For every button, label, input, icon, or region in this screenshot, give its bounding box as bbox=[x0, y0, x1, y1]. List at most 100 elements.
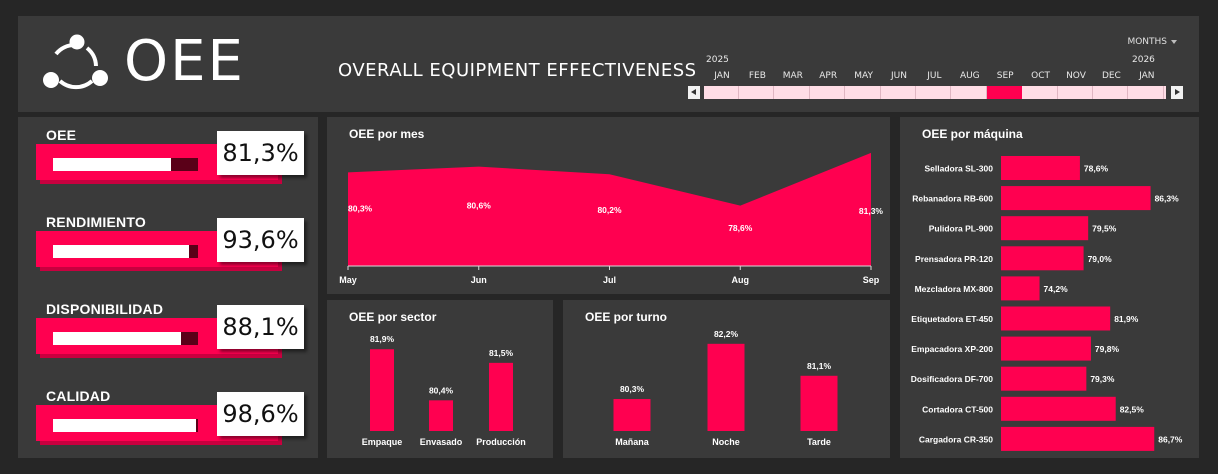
bar bbox=[1001, 366, 1087, 391]
y-tick-label: Mezcladora MX-800 bbox=[915, 284, 994, 294]
timeline-month-cell[interactable] bbox=[987, 86, 1023, 99]
timeline-month-label: SEP bbox=[996, 71, 1014, 81]
timeline-month-label: JUL bbox=[927, 71, 942, 81]
bar bbox=[1001, 336, 1091, 361]
timeline-year-start: 2025 bbox=[706, 55, 729, 65]
y-tick-label: Selladora SL-300 bbox=[924, 164, 993, 174]
chart-title: OEE por máquina bbox=[922, 127, 1023, 141]
timeline-month-cell[interactable] bbox=[1129, 86, 1164, 99]
oee-by-shift-chart: OEE por turno 80,3% Mañana 82,2% Noche 81,1%… bbox=[563, 300, 890, 458]
months-dropdown[interactable]: MONTHS bbox=[1127, 37, 1177, 47]
kpi-label: OEE bbox=[46, 127, 77, 143]
timeline-month-label: JAN bbox=[714, 71, 730, 81]
bar bbox=[1001, 396, 1116, 421]
timeline-month-cell[interactable] bbox=[952, 86, 987, 99]
data-label: 81,9% bbox=[1114, 314, 1139, 324]
kpi-progress-fill bbox=[53, 158, 171, 171]
kpi-progress-track bbox=[53, 158, 198, 171]
kpi-progress-track bbox=[53, 419, 198, 432]
x-tick-label: Empaque bbox=[362, 437, 403, 447]
timeline-month-cell[interactable] bbox=[846, 86, 881, 99]
x-tick-label: Mañana bbox=[615, 437, 650, 447]
oee-by-sector-plot: 81,9% Empaque 80,4% Envasado 81,5% Producción bbox=[362, 334, 526, 447]
timeline-month-label: FEB bbox=[748, 71, 766, 81]
kpi-value-box: 93,6% bbox=[217, 218, 304, 262]
data-label: 81,5% bbox=[489, 348, 514, 358]
data-label: 80,3% bbox=[620, 384, 645, 394]
data-label: 79,3% bbox=[1090, 374, 1115, 384]
kpi-value: 93,6% bbox=[222, 226, 299, 254]
data-label: 82,2% bbox=[714, 329, 739, 339]
kpi-card: DISPONIBILIDAD 88,1% bbox=[18, 295, 318, 375]
kpi-value-box: 81,3% bbox=[217, 131, 304, 175]
y-tick-label: Prensadora PR-120 bbox=[915, 254, 993, 264]
timeline-scroll-right-button[interactable] bbox=[1171, 86, 1183, 99]
timeline-month-label: JAN bbox=[1139, 71, 1155, 81]
timeline-month-label: MAY bbox=[854, 71, 873, 81]
bar bbox=[1001, 156, 1080, 180]
bar bbox=[429, 400, 453, 431]
timeline-month-label: APR bbox=[819, 71, 838, 81]
data-label: 80,3% bbox=[348, 204, 373, 214]
kpi-value: 81,3% bbox=[222, 139, 299, 167]
y-tick-label: Pulidora PL-900 bbox=[929, 224, 994, 234]
x-tick-label: May bbox=[339, 275, 357, 285]
timeline-month-cell[interactable] bbox=[704, 86, 739, 99]
timeline-month-cell[interactable] bbox=[1093, 86, 1129, 99]
timeline-month-label: MAR bbox=[782, 71, 803, 81]
x-tick-label: Tarde bbox=[807, 437, 831, 447]
timeline-month-label: DEC bbox=[1101, 71, 1121, 81]
timeline-month-labels: JAN FEB MAR APR MAY JUN JUL AUG SEP OCT NOV DEC JAN bbox=[704, 71, 1166, 83]
timeline-month-cell[interactable] bbox=[739, 86, 775, 99]
oee-by-sector-chart: OEE por sector 81,9% Empaque 80,4% Envasado… bbox=[327, 300, 553, 458]
y-tick-label: Empacadora XP-200 bbox=[911, 344, 993, 354]
bar bbox=[800, 375, 838, 431]
oee-by-machine-plot: Selladora SL-300 78,6% Rebanadora RB-600 86… bbox=[911, 156, 1183, 451]
x-tick-label: Jul bbox=[603, 275, 616, 285]
y-tick-label: Cargadora CR-350 bbox=[919, 434, 993, 444]
kpi-value-box: 98,6% bbox=[217, 392, 304, 436]
timeline-month-label: OCT bbox=[1031, 71, 1051, 81]
timeline-month-cell[interactable] bbox=[810, 86, 846, 99]
oee-by-month-plot: May 80,3% Jun 80,6% Jul 80,2% Aug 78,6% Sep 81,3% bbox=[339, 152, 884, 285]
timeline-month-cell[interactable] bbox=[775, 86, 810, 99]
bar bbox=[1001, 276, 1040, 301]
data-label: 78,6% bbox=[1084, 164, 1109, 174]
data-label: 79,0% bbox=[1088, 254, 1113, 264]
kpi-value-box: 88,1% bbox=[217, 305, 304, 349]
y-tick-label: Cortadora CT-500 bbox=[922, 404, 993, 414]
chart-title: OEE por mes bbox=[349, 127, 425, 141]
timeline-scroll-left-button[interactable] bbox=[688, 86, 700, 99]
bar bbox=[1001, 306, 1111, 331]
page-title: OVERALL EQUIPMENT EFFECTIVENESS bbox=[338, 60, 697, 81]
bar bbox=[489, 362, 513, 431]
timeline-month-cell[interactable] bbox=[881, 86, 916, 99]
x-tick-label: Sep bbox=[863, 275, 880, 285]
kpi-progress-fill bbox=[53, 332, 181, 345]
timeline-slicer[interactable] bbox=[704, 86, 1166, 99]
timeline-month-label: NOV bbox=[1066, 71, 1086, 81]
data-label: 81,3% bbox=[859, 206, 884, 216]
chevron-left-icon bbox=[691, 89, 696, 95]
x-tick-label: Noche bbox=[712, 437, 740, 447]
timeline-month-cell[interactable] bbox=[916, 86, 952, 99]
timeline-month-label: AUG bbox=[959, 71, 980, 81]
data-label: 80,6% bbox=[467, 200, 492, 210]
timeline-month-label: JUN bbox=[891, 71, 907, 81]
data-label: 74,2% bbox=[1044, 284, 1069, 294]
timeline-month-cell[interactable] bbox=[1023, 86, 1058, 99]
bar bbox=[1001, 426, 1155, 451]
bar bbox=[1001, 246, 1084, 271]
data-label: 82,5% bbox=[1120, 404, 1145, 414]
area-series bbox=[348, 152, 871, 266]
x-tick-label: Envasado bbox=[420, 437, 463, 447]
timeline-month-cell[interactable] bbox=[1058, 86, 1093, 99]
y-tick-label: Etiquetadora ET-450 bbox=[911, 314, 993, 324]
months-dropdown-label: MONTHS bbox=[1127, 37, 1167, 47]
kpi-value: 88,1% bbox=[222, 313, 299, 341]
x-tick-label: Jun bbox=[471, 275, 487, 285]
kpi-label: CALIDAD bbox=[46, 388, 111, 404]
oee-by-shift-plot: 80,3% Mañana 82,2% Noche 81,1% Tarde bbox=[613, 329, 838, 447]
bar bbox=[613, 399, 651, 431]
data-label: 78,6% bbox=[728, 223, 753, 233]
